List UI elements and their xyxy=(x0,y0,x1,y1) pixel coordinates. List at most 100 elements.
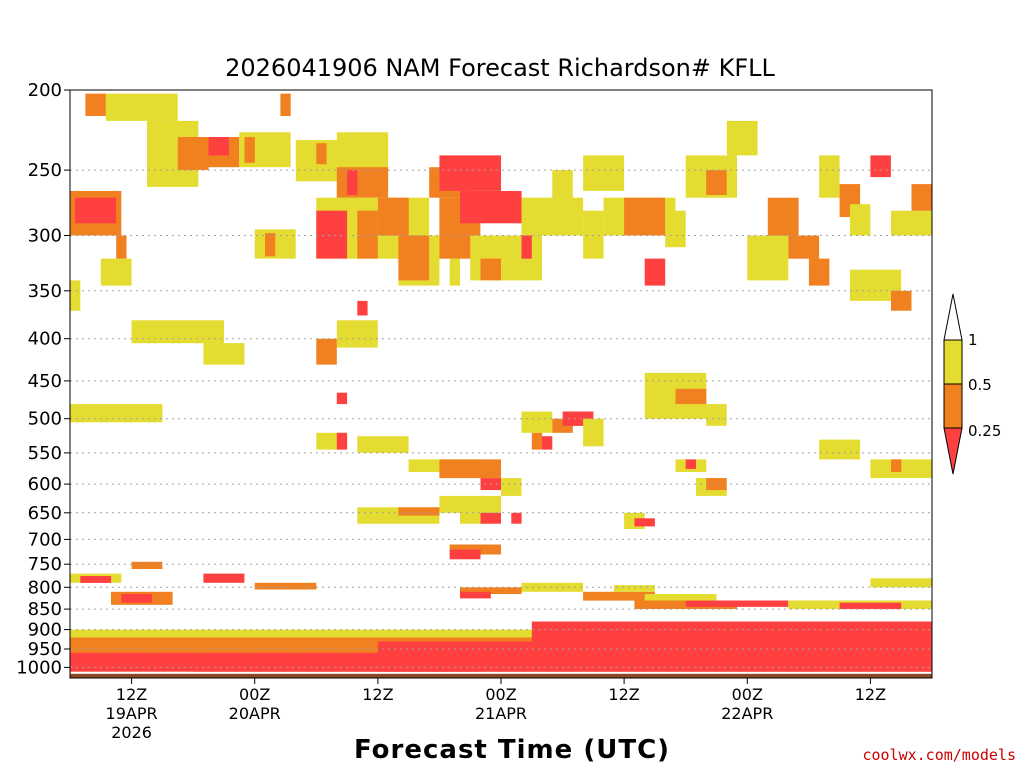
ri-region-mid xyxy=(788,235,820,259)
credit-link[interactable]: coolwx.com/models xyxy=(862,746,1016,764)
y-tick-label: 300 xyxy=(28,226,62,247)
y-tick-label: 550 xyxy=(28,443,62,464)
y-tick-label: 600 xyxy=(28,474,62,495)
ri-region-low xyxy=(208,137,229,156)
ri-region-high xyxy=(203,343,245,365)
ri-region-low xyxy=(316,210,348,259)
ri-region-mid xyxy=(808,258,830,286)
x-tick-label: 2026 xyxy=(111,723,152,742)
ri-region-mid xyxy=(336,167,389,198)
ri-region-mid xyxy=(131,561,163,569)
y-tick-label: 250 xyxy=(28,160,62,181)
ri-region-mid xyxy=(316,143,327,165)
legend: 1 0.5 0.25 xyxy=(943,293,1001,475)
ri-region-low xyxy=(336,392,348,405)
ri-region-low xyxy=(685,600,789,607)
y-tick-label: 200 xyxy=(28,80,62,101)
ri-region-high xyxy=(449,258,460,286)
y-tick-label: 400 xyxy=(28,329,62,350)
ri-region-high xyxy=(706,404,727,426)
ri-region-low xyxy=(634,518,655,527)
ri-region-low xyxy=(480,512,501,524)
ri-region-high xyxy=(665,210,686,248)
ri-region-high xyxy=(70,404,163,423)
ri-region-low xyxy=(870,155,891,178)
ri-region-high xyxy=(644,594,717,601)
ri-region-low xyxy=(542,436,553,450)
ri-region-mid xyxy=(398,235,430,281)
ri-region-low xyxy=(685,459,696,469)
legend-swatch-high xyxy=(943,339,963,385)
ri-region-low xyxy=(357,300,368,316)
ri-region-low xyxy=(121,594,153,603)
y-tick-label: 700 xyxy=(28,529,62,550)
ri-region-high xyxy=(819,439,861,460)
y-tick-label: 500 xyxy=(28,409,62,430)
ri-region-high xyxy=(521,411,553,433)
ri-region-mid xyxy=(891,459,902,472)
y-tick-label: 800 xyxy=(28,577,62,598)
heatmap-regions xyxy=(70,93,932,672)
y-tick-label: 950 xyxy=(28,639,62,660)
ri-region-low xyxy=(193,667,481,672)
ri-region-low xyxy=(839,602,902,610)
ri-region-mid xyxy=(460,587,522,594)
x-tick-label: 00Z xyxy=(485,685,516,704)
ri-region-mid xyxy=(624,197,666,236)
ri-region-high xyxy=(726,120,758,156)
ri-region-mid xyxy=(439,459,501,479)
ri-region-mid xyxy=(706,478,727,491)
ri-region-low xyxy=(203,573,245,583)
ri-region-mid xyxy=(254,582,317,590)
ri-region-mid xyxy=(531,432,543,450)
x-tick-label: 22APR xyxy=(721,704,773,723)
ri-region-high xyxy=(439,495,501,513)
ri-region-high xyxy=(131,320,224,344)
ri-region-high xyxy=(747,235,789,281)
x-tick-label: 12Z xyxy=(362,685,393,704)
ri-region-mid xyxy=(675,388,707,405)
ri-region-high xyxy=(891,210,932,236)
legend-swatch-low xyxy=(943,427,963,475)
ri-region-high xyxy=(100,258,132,286)
x-tick-label: 12Z xyxy=(855,685,886,704)
ri-region-low xyxy=(511,512,522,524)
y-tick-label: 650 xyxy=(28,503,62,524)
ri-region-mid xyxy=(706,170,727,195)
ri-region-mid xyxy=(398,507,440,516)
ri-region-high xyxy=(105,93,178,121)
x-tick-label: 21APR xyxy=(475,704,527,723)
ri-region-high xyxy=(583,418,604,447)
ri-region-mid xyxy=(357,210,378,259)
ri-region-mid xyxy=(891,290,912,311)
ri-region-low xyxy=(336,432,348,450)
ri-region-high xyxy=(521,582,584,592)
x-tick-label: 00Z xyxy=(239,685,270,704)
ri-region-high xyxy=(70,280,81,311)
ri-region-high xyxy=(583,210,604,259)
x-axis-label: Forecast Time (UTC) xyxy=(354,735,670,765)
ground-band xyxy=(70,673,932,678)
y-tick-label: 1000 xyxy=(16,657,62,678)
ri-region-low xyxy=(460,591,491,599)
ri-region-mid xyxy=(911,184,932,211)
ri-region-mid xyxy=(280,93,291,116)
ri-region-low xyxy=(460,191,522,224)
ri-region-low xyxy=(347,170,358,195)
chart-title: 2026041906 NAM Forecast Richardson# KFLL xyxy=(225,54,775,82)
ri-region-high xyxy=(613,585,655,592)
ri-region-low xyxy=(439,155,501,191)
y-tick-label: 450 xyxy=(28,371,62,392)
ri-region-high xyxy=(336,320,378,348)
legend-label: 1 xyxy=(968,331,978,349)
ri-region-mid xyxy=(244,137,255,163)
ri-region-low xyxy=(449,549,481,560)
ri-region-mid xyxy=(377,197,409,236)
x-tick-label: 12Z xyxy=(116,685,147,704)
ri-region-high xyxy=(870,578,932,588)
ri-region-high xyxy=(849,204,871,236)
ri-region-mid xyxy=(480,258,501,281)
ri-region-low xyxy=(80,576,112,583)
ri-region-mid xyxy=(583,591,655,601)
